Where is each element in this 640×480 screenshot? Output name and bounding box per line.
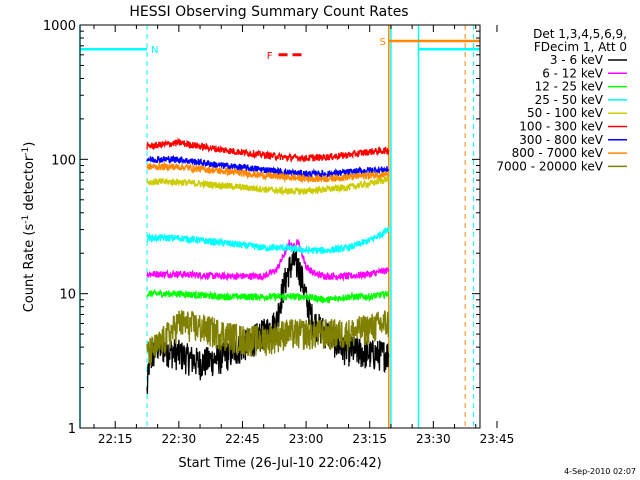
- legend-label-1: 6 - 12 keV: [542, 66, 604, 80]
- series-line-3: [146, 226, 390, 255]
- y-axis-label-mid: detector: [22, 155, 37, 215]
- legend-label-3: 25 - 50 keV: [535, 93, 604, 107]
- flag-label-s: S: [379, 37, 385, 48]
- footer-date: 4-Sep-2010 02:07: [564, 467, 636, 476]
- legend-header-line2: FDecim 1, Att 0: [534, 40, 627, 54]
- y-tick-label-1: 10: [59, 288, 76, 303]
- x-tick-label-5: 23:30: [416, 432, 451, 446]
- series-line-4: [146, 176, 390, 197]
- series-line-5: [146, 136, 390, 164]
- x-tick-label-2: 22:45: [225, 432, 260, 446]
- y-axis-label-sup1: -1: [21, 215, 31, 224]
- y-axis-label-main: Count Rate (s: [22, 224, 37, 313]
- legend-label-2: 12 - 25 keV: [535, 80, 604, 94]
- y-axis-label-end: ): [22, 142, 37, 147]
- legend-label-5: 100 - 300 keV: [519, 120, 603, 134]
- legend-label-6: 300 - 800 keV: [519, 133, 603, 147]
- y-axis-label: Count Rate (s-1 detector-1): [21, 142, 37, 313]
- plot-frame: [79, 24, 481, 429]
- legend-label-8: 7000 - 20000 keV: [496, 159, 603, 173]
- series-line-2: [146, 288, 390, 304]
- y-axis-label-sup2: -1: [21, 147, 31, 156]
- flare-flag-label: F: [267, 51, 273, 62]
- legend-header-line1: Det 1,3,4,5,6,9,: [533, 27, 627, 41]
- plot-area: N S F: [79, 25, 480, 428]
- series-line-1: [146, 239, 390, 282]
- y-tick-label-3: 1000: [43, 19, 76, 34]
- x-tick-label-1: 22:30: [162, 432, 197, 446]
- series-line-8: [146, 309, 390, 367]
- series-line-7: [146, 161, 390, 184]
- x-tick-label-0: 22:15: [98, 432, 133, 446]
- y-tick-label-2: 100: [51, 153, 76, 168]
- x-tick-label-3: 23:00: [289, 432, 324, 446]
- legend-label-7: 800 - 7000 keV: [512, 146, 604, 160]
- axes: 22:15 22:30 22:45 23:00 23:15 23:30 23:45 1 10 10…: [43, 19, 514, 446]
- y-tick-label-0: 1: [68, 422, 76, 437]
- x-axis-label: Start Time (26-Jul-10 22:06:42): [178, 456, 381, 471]
- flag-label-n: N: [151, 45, 158, 56]
- legend-label-0: 3 - 6 keV: [550, 53, 604, 67]
- legend-label-4: 50 - 100 keV: [527, 106, 604, 120]
- x-tick-label-4: 23:15: [352, 432, 387, 446]
- chart-title: HESSI Observing Summary Count Rates: [129, 4, 408, 20]
- series-line-6: [146, 154, 390, 179]
- x-tick-label-6: 23:45: [480, 432, 515, 446]
- legend: Det 1,3,4,5,6,9, FDecim 1, Att 0 3 - 6 k…: [496, 27, 627, 173]
